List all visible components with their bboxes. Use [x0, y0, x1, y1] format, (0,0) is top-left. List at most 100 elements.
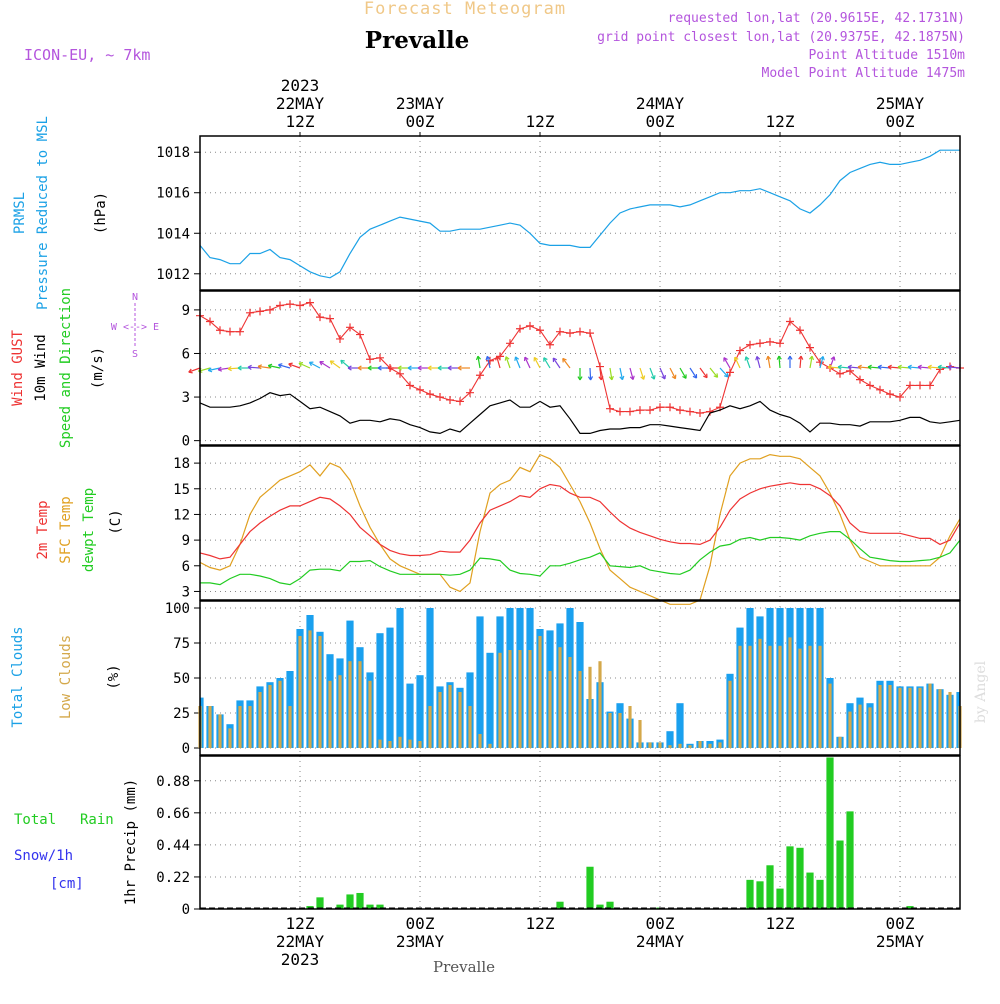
low-cloud-bar: [908, 687, 912, 748]
low-cloud-bar: [458, 692, 462, 748]
wind-arrow-head: [724, 372, 729, 378]
gust-marker: [906, 381, 914, 390]
wind-arrow-head: [298, 362, 304, 367]
wind-direction-arrow: [619, 367, 624, 380]
wind-direction-arrow: [649, 367, 655, 380]
gust-marker: [576, 327, 584, 336]
wind-direction-arrow: [188, 367, 201, 373]
gust-marker: [696, 409, 704, 418]
total-cloud-bar: [396, 608, 404, 748]
pressure-unit: (hPa): [93, 192, 109, 234]
wind-direction-arrow: [799, 355, 802, 369]
wind-panel-labels: Wind GUST 10m Wind Speed and Direction (…: [10, 288, 159, 448]
wind-arrow-head: [776, 355, 782, 360]
temp-dew-label: dewpt Temp: [81, 488, 97, 572]
gust-marker: [226, 327, 234, 336]
pressure-label-desc: Pressure Reduced to MSL: [35, 116, 51, 310]
gust-marker: [326, 314, 334, 323]
wind-direction-arrow: [609, 367, 613, 380]
temperature-tick-label: 12: [173, 507, 190, 523]
wind-direction-arrow: [827, 366, 841, 369]
wind-arrow-head: [598, 376, 604, 381]
point-altitude: Point Altitude 1510m: [808, 48, 965, 63]
low-cloud-bar: [938, 689, 942, 748]
wind-arrow-head: [897, 364, 902, 370]
bottom-time-label: 12Z: [286, 914, 315, 933]
low-cloud-bar: [838, 736, 842, 748]
gust-marker: [306, 298, 314, 307]
total-cloud-bar: [376, 633, 384, 748]
low-cloud-bar: [638, 720, 642, 748]
gust-marker: [836, 369, 844, 378]
low-cloud-bar: [578, 671, 582, 748]
low-cloud-bar: [528, 650, 532, 748]
low-cloud-bar: [568, 657, 572, 748]
wind-arrow-head: [514, 356, 520, 361]
wind-direction-arrow: [887, 366, 901, 369]
total-cloud-bar: [476, 616, 484, 748]
low-cloud-bar: [688, 745, 692, 748]
bottom-time-label: 24MAY: [636, 932, 685, 951]
wind-direction-arrow: [599, 367, 602, 380]
requested-coords: requested lon,lat (20.9615E, 42.1731N): [668, 11, 965, 26]
gust-marker: [296, 301, 304, 310]
clouds-tick-label: 50: [173, 671, 190, 687]
precipitation-tick-label: 0.88: [156, 774, 190, 790]
wind-speed-line: [199, 392, 961, 435]
low-cloud-bar: [518, 650, 522, 748]
rain-bar: [786, 846, 794, 909]
panel-border: [199, 600, 961, 756]
wind-arrow-head: [917, 364, 922, 370]
wind-arrow-head: [188, 368, 193, 374]
gust-marker: [786, 317, 794, 326]
top-time-label: 00Z: [646, 112, 675, 131]
precipitation-tick-label: 0.44: [156, 838, 190, 854]
panel-border: [199, 290, 961, 446]
low-cloud-bar: [388, 741, 392, 748]
low-cloud-bar: [418, 741, 422, 748]
precipitation-tick-label: 0.66: [156, 806, 190, 822]
wind-direction-arrow: [877, 366, 891, 369]
wind-arrow-head: [907, 364, 912, 370]
wind-arrow-head: [744, 356, 750, 361]
wind-direction-arrow: [709, 367, 719, 378]
gust-marker: [866, 381, 874, 390]
wind-arrow-head: [562, 357, 567, 363]
rain-bar: [806, 872, 814, 909]
gust-marker: [256, 307, 264, 316]
gust-marker: [336, 334, 344, 343]
total-cloud-bar: [676, 703, 684, 748]
low-cloud-bar: [948, 692, 952, 748]
wind-direction-arrow: [319, 361, 331, 369]
wind-arrow-head: [640, 375, 646, 380]
wind-arrow-head: [755, 355, 761, 361]
gust-marker: [886, 390, 894, 399]
wind-arrow-head: [867, 364, 872, 370]
wind-direction-arrow: [533, 357, 541, 369]
gust-marker: [566, 329, 574, 338]
wind-arrow-head: [357, 365, 362, 371]
watermark: by Angel: [973, 660, 989, 723]
gust-marker: [756, 339, 764, 348]
wind-direction-arrow: [589, 367, 592, 381]
wind-arrow-head: [397, 365, 402, 371]
temp-unit: (C): [108, 509, 124, 534]
wind-direction-arrow: [719, 367, 729, 378]
gust-marker: [356, 330, 364, 339]
wind-direction-arrow: [258, 365, 271, 369]
gust-marker: [896, 393, 904, 402]
gust-marker: [806, 343, 814, 352]
gust-marker: [856, 375, 864, 384]
top-time-label: 12Z: [286, 112, 315, 131]
gust-marker: [536, 326, 544, 335]
rain-bar: [366, 904, 374, 909]
wind-direction-arrow: [329, 360, 341, 369]
gust-marker: [646, 406, 654, 415]
pressure-line: [199, 149, 960, 279]
compass-we: W <--> E: [111, 322, 159, 333]
wind-arrow-head: [809, 355, 815, 361]
wind-arrow-head: [887, 364, 892, 370]
wind-direction-arrow: [723, 357, 731, 369]
gust-marker: [676, 406, 684, 415]
wind-direction-arrow: [745, 356, 751, 369]
